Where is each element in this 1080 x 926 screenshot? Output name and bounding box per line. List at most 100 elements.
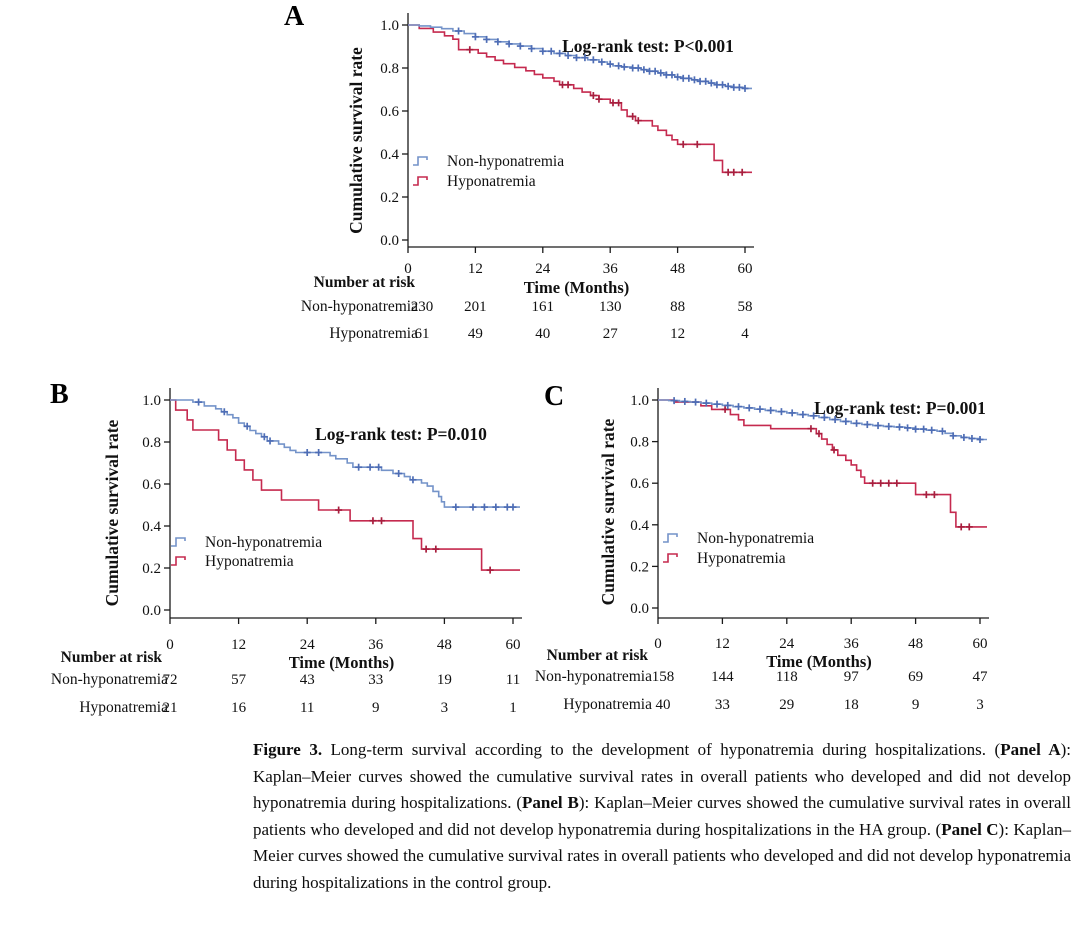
number-at-risk-label: Number at risk — [314, 274, 416, 291]
caption-segment: Long-term survival according to the deve… — [322, 740, 1001, 759]
x-tick-label: 0 — [404, 261, 412, 277]
y-tick-label: 0.4 — [142, 519, 161, 535]
risk-count-non-hyponatremia: 11 — [506, 672, 520, 688]
x-tick-label: 48 — [908, 636, 923, 652]
risk-count-hyponatremia: 3 — [441, 700, 449, 716]
km-chart-a: 1.0 0.8 0.6 0.4 0.2 0.0 0 12 24 36 48 60 Time (Month… — [301, 13, 754, 342]
risk-count-hyponatremia: 11 — [300, 700, 314, 716]
risk-count-non-hyponatremia: 33 — [368, 672, 383, 688]
y-tick-label: 0.2 — [142, 561, 161, 577]
x-tick-label: 24 — [300, 637, 316, 653]
risk-count-non-hyponatremia: 72 — [163, 672, 178, 688]
legend-label-hyponatremia: Hyponatremia — [205, 553, 294, 570]
y-axis-title: Cumulative survival rate — [598, 418, 618, 605]
caption-bold-segment: Figure 3. — [253, 740, 323, 759]
risk-count-non-hyponatremia: 19 — [437, 672, 452, 688]
risk-count-hyponatremia: 40 — [535, 326, 550, 342]
caption-bold-segment: Panel B — [522, 793, 579, 813]
censor-marks-non-hyponatremia — [195, 398, 517, 511]
y-tick-label: 0.0 — [380, 233, 399, 249]
legend-symbol-hyponatremia — [663, 553, 678, 563]
legend-symbol-hyponatremia — [413, 176, 428, 186]
legend-symbol-hyponatremia — [171, 556, 186, 566]
x-tick-label: 24 — [779, 636, 795, 652]
y-tick-label: 0.6 — [630, 476, 649, 492]
x-axis-title: Time (Months) — [766, 652, 872, 671]
y-tick-label: 1.0 — [630, 393, 649, 409]
logrank-annotation: Log-rank test: P<0.001 — [562, 36, 734, 56]
km-chart-b: 1.0 0.8 0.6 0.4 0.2 0.0 0 12 24 36 48 60 Time (Month… — [51, 388, 522, 716]
risk-count-non-hyponatremia: 69 — [908, 669, 923, 685]
x-tick-label: 12 — [468, 261, 483, 277]
caption-segment: ): Kaplan–Meier curves showed the cumula… — [253, 819, 1071, 892]
risk-count-hyponatremia: 1 — [509, 700, 517, 716]
censor-marks-non-hyponatremia — [455, 27, 749, 92]
censor-marks-hyponatremia — [466, 46, 746, 176]
y-tick-label: 0.6 — [142, 477, 161, 493]
legend-symbol-non-hyponatremia — [171, 537, 186, 547]
caption-segment: ): Kaplan–Meier curves showed the cumula… — [253, 793, 1072, 839]
legend-label-hyponatremia: Hyponatremia — [447, 173, 536, 190]
panel-b-letter: B — [50, 379, 69, 410]
risk-count-hyponatremia: 12 — [670, 326, 685, 342]
risk-count-non-hyponatremia: 201 — [464, 299, 487, 315]
risk-count-non-hyponatremia: 43 — [300, 672, 315, 688]
y-tick-label: 0.4 — [630, 518, 649, 534]
caption-bold-segment: Panel A — [1000, 740, 1061, 759]
risk-count-hyponatremia: 29 — [779, 697, 794, 713]
x-tick-label: 60 — [506, 637, 521, 653]
censor-marks-non-hyponatremia — [670, 397, 984, 444]
legend-label-non-hyponatremia: Non-hyponatremia — [205, 534, 322, 551]
risk-count-hyponatremia: 33 — [715, 697, 730, 713]
km-curve-hyponatremia — [170, 399, 520, 571]
censor-marks-hyponatremia — [335, 506, 494, 574]
risk-count-hyponatremia: 40 — [656, 697, 671, 713]
risk-count-non-hyponatremia: 47 — [973, 669, 989, 685]
x-tick-label: 36 — [844, 636, 860, 652]
censor-marks-hyponatremia — [721, 405, 973, 531]
km-chart-c: 1.0 0.8 0.6 0.4 0.2 0.0 0 12 24 36 48 60 Time (Month… — [535, 388, 989, 713]
y-tick-label: 0.0 — [142, 603, 161, 619]
risk-count-hyponatremia: 9 — [912, 697, 920, 713]
x-tick-label: 0 — [166, 637, 174, 653]
risk-count-non-hyponatremia: 130 — [599, 299, 622, 315]
km-curve-hyponatremia — [408, 24, 752, 174]
risk-count-hyponatremia: 3 — [976, 697, 984, 713]
legend-label-non-hyponatremia: Non-hyponatremia — [447, 153, 564, 170]
x-tick-label: 60 — [973, 636, 988, 652]
y-axis-title: Cumulative survival rate — [346, 47, 366, 234]
x-axis-title: Time (Months) — [524, 278, 630, 297]
logrank-annotation: Log-rank test: P=0.010 — [315, 424, 487, 444]
km-curve-hyponatremia — [658, 399, 987, 528]
x-tick-label: 36 — [368, 637, 384, 653]
y-tick-label: 1.0 — [142, 393, 161, 409]
risk-count-non-hyponatremia: 161 — [532, 299, 555, 315]
x-tick-label: 12 — [715, 636, 730, 652]
x-tick-label: 36 — [603, 261, 619, 277]
number-at-risk-label: Number at risk — [547, 647, 649, 664]
risk-count-non-hyponatremia: 118 — [776, 669, 798, 685]
x-axis-title: Time (Months) — [289, 653, 395, 672]
caption-segment: ): Kaplan–Meier curves showed the cumula… — [253, 740, 1071, 813]
x-tick-label: 48 — [670, 261, 685, 277]
y-tick-label: 0.0 — [630, 601, 649, 617]
caption-bold-segment: Panel C — [941, 819, 999, 839]
y-tick-label: 0.2 — [380, 190, 399, 206]
x-tick-label: 60 — [738, 261, 753, 277]
risk-count-hyponatremia: 21 — [163, 700, 178, 716]
risk-row-label-non-hyponatremia: Non-hyponatremia — [301, 298, 418, 315]
panel-a-letter: A — [284, 1, 305, 32]
risk-row-label-hyponatremia: Hyponatremia — [329, 325, 418, 342]
risk-row-label-non-hyponatremia: Non-hyponatremia — [535, 668, 652, 685]
risk-count-hyponatremia: 18 — [844, 697, 859, 713]
risk-count-hyponatremia: 4 — [741, 326, 749, 342]
risk-count-non-hyponatremia: 158 — [652, 669, 675, 685]
legend-label-non-hyponatremia: Non-hyponatremia — [697, 530, 814, 547]
risk-count-non-hyponatremia: 88 — [670, 299, 685, 315]
risk-count-hyponatremia: 27 — [603, 326, 619, 342]
risk-count-non-hyponatremia: 144 — [711, 669, 734, 685]
y-tick-label: 0.6 — [380, 104, 399, 120]
y-tick-label: 0.8 — [630, 435, 649, 451]
risk-row-label-hyponatremia: Hyponatremia — [79, 699, 168, 716]
risk-count-hyponatremia: 61 — [415, 326, 430, 342]
